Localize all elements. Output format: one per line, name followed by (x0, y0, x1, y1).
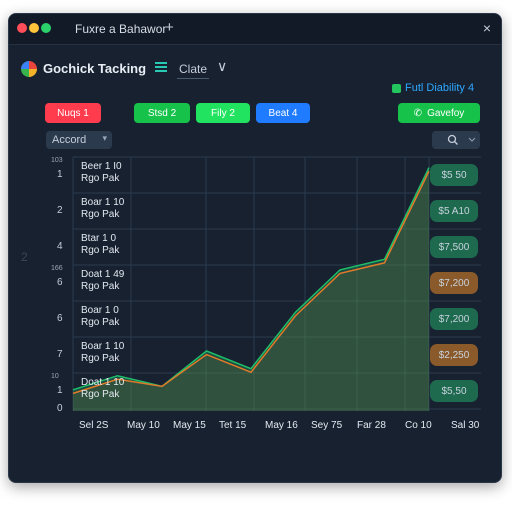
area-fill-series-2 (73, 171, 429, 411)
row-subtitle: Rgo Pak (81, 281, 120, 292)
x-axis-label: Far 28 (357, 420, 386, 431)
x-axis-label: Sal 30 (451, 420, 480, 431)
chevron-down-icon[interactable]: ∨ (217, 58, 228, 74)
minimize-window-dot[interactable] (29, 23, 39, 33)
date-field[interactable]: Clate (177, 62, 210, 79)
gavefoy-button[interactable]: ✆ Gavefoy (398, 103, 480, 123)
row-title: Beer 1 I0 (81, 161, 122, 172)
row-subtitle: Rgo Pak (81, 245, 120, 256)
filter-button-4[interactable]: Beat 4 (256, 103, 310, 123)
search-button[interactable] (432, 131, 480, 149)
x-axis-label: May 10 (127, 420, 160, 431)
gavefoy-label: Gavefoy (427, 107, 465, 119)
filter-button-2[interactable]: Stsd 2 (134, 103, 190, 123)
tab-title[interactable]: Fuxre a Bahawor (75, 22, 167, 36)
phone-icon: ✆ (413, 107, 423, 119)
row-number: 6 (57, 313, 63, 324)
amount-pill[interactable]: $7,500 (430, 236, 478, 258)
row-title: Btar 1 0 (81, 233, 117, 244)
hamburger-icon[interactable] (155, 61, 167, 73)
row-title: Boar 1 10 (81, 197, 125, 208)
amount-pill[interactable]: $7,200 (430, 308, 478, 330)
row-title: Boar 1 0 (81, 305, 119, 316)
amount-pill[interactable]: $5,50 (430, 380, 478, 402)
row-subtitle: Rgo Pak (81, 353, 120, 364)
title-bar: Fuxre a Bahawor + × (9, 14, 501, 45)
maximize-window-dot[interactable] (41, 23, 51, 33)
account-select-value: Accord (52, 134, 87, 146)
series-line-1 (72, 167, 430, 391)
row-subtitle: Rgo Pak (81, 173, 120, 184)
multicolor-circle-icon (21, 61, 37, 77)
x-axis-label: Co 10 (405, 420, 432, 431)
close-window-dot[interactable] (17, 23, 27, 33)
amount-pill[interactable]: $5 50 (430, 164, 478, 186)
row-title: Boar 1 10 (81, 341, 125, 352)
row-index-small: 103 (51, 157, 63, 164)
filter-button-1[interactable]: Nuqs 1 (45, 103, 101, 123)
row-subtitle: Rgo Pak (81, 209, 120, 220)
amount-pill[interactable]: $5 A10 (430, 200, 478, 222)
amount-pill[interactable]: $7,200 (430, 272, 478, 294)
row-number: 7 (57, 349, 63, 360)
x-axis-label: May 15 (173, 420, 206, 431)
area-chart (72, 156, 481, 411)
area-fill-series-1 (73, 167, 429, 411)
row-subtitle: Rgo Pak (81, 317, 120, 328)
new-tab-icon[interactable]: + (165, 19, 174, 36)
row-number: 1 (57, 385, 63, 396)
legend-swatch (392, 84, 401, 93)
row-title: Doat 1 49 (81, 269, 125, 280)
x-axis-label: Sey 75 (311, 420, 343, 431)
x-axis-label: Sel 2S (79, 420, 109, 431)
filter-button-3[interactable]: Fily 2 (196, 103, 250, 123)
side-number: 2 (21, 250, 28, 264)
chevron-down-icon: ▾ (102, 133, 107, 143)
amount-pill[interactable]: $2,250 (430, 344, 478, 366)
row-number: 6 (57, 277, 63, 288)
x-axis-label: May 16 (265, 420, 298, 431)
app-title: Gochick Tacking (43, 61, 147, 76)
close-icon[interactable]: × (482, 20, 491, 36)
row-index-small: 10 (51, 373, 59, 380)
row-index-small: 166 (51, 265, 63, 272)
account-select[interactable]: Accord ▾ (46, 131, 112, 149)
row-number: 1 (57, 169, 63, 180)
y-axis-zero: 0 (57, 403, 63, 414)
row-subtitle: Rgo Pak (81, 389, 120, 400)
search-icon (447, 134, 476, 145)
row-number: 2 (57, 205, 63, 216)
x-axis-label: Tet 15 (219, 420, 247, 431)
row-number: 4 (57, 241, 63, 252)
series-line-2 (72, 170, 430, 395)
legend-label: Futl Diability 4 (405, 82, 475, 94)
app-window: Fuxre a Bahawor + × Gochick Tacking Clat… (8, 13, 502, 483)
row-title: Doat 1 10 (81, 377, 125, 388)
